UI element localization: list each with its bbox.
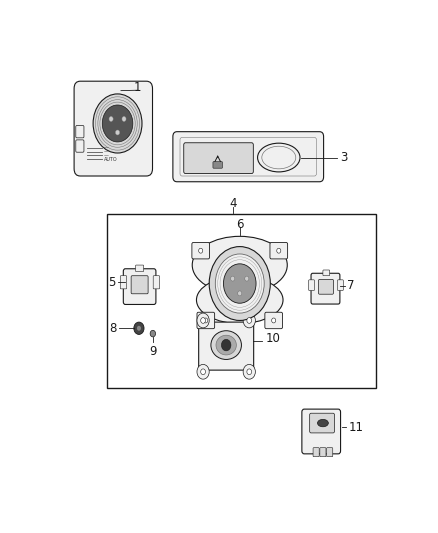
Circle shape [247, 318, 251, 324]
Circle shape [116, 130, 120, 135]
Text: 9: 9 [149, 345, 157, 358]
Circle shape [247, 369, 251, 375]
Circle shape [102, 105, 133, 142]
FancyBboxPatch shape [270, 243, 288, 259]
Circle shape [231, 276, 235, 281]
Ellipse shape [197, 276, 283, 324]
FancyBboxPatch shape [313, 448, 319, 457]
Text: 8: 8 [110, 322, 117, 335]
Ellipse shape [318, 419, 328, 427]
Circle shape [137, 326, 141, 330]
FancyBboxPatch shape [327, 448, 333, 457]
Ellipse shape [216, 335, 237, 355]
Text: —: — [104, 146, 109, 151]
Circle shape [245, 276, 249, 281]
Circle shape [215, 254, 264, 313]
Circle shape [122, 117, 126, 122]
Text: 11: 11 [348, 421, 364, 434]
FancyBboxPatch shape [74, 81, 152, 176]
Text: 7: 7 [347, 279, 355, 292]
Bar [107, 214, 375, 388]
FancyBboxPatch shape [199, 322, 254, 370]
FancyBboxPatch shape [320, 448, 326, 457]
Ellipse shape [258, 143, 300, 172]
FancyBboxPatch shape [302, 409, 341, 454]
FancyBboxPatch shape [265, 312, 283, 329]
Text: 5: 5 [109, 276, 116, 289]
Circle shape [109, 117, 113, 122]
FancyBboxPatch shape [153, 276, 159, 289]
Circle shape [238, 291, 242, 296]
Ellipse shape [211, 330, 241, 359]
Circle shape [223, 264, 256, 303]
FancyBboxPatch shape [323, 270, 330, 276]
FancyBboxPatch shape [192, 243, 209, 259]
FancyBboxPatch shape [173, 132, 324, 182]
Circle shape [197, 365, 209, 379]
Circle shape [93, 94, 142, 153]
Text: 4: 4 [229, 197, 237, 210]
FancyBboxPatch shape [124, 269, 156, 304]
Circle shape [201, 369, 205, 375]
FancyBboxPatch shape [76, 126, 84, 138]
FancyBboxPatch shape [135, 265, 144, 272]
Circle shape [134, 322, 144, 334]
FancyBboxPatch shape [310, 413, 335, 433]
Text: AUTO: AUTO [104, 157, 117, 161]
Text: 3: 3 [340, 151, 347, 164]
Circle shape [201, 318, 205, 324]
FancyBboxPatch shape [318, 279, 333, 294]
FancyBboxPatch shape [184, 143, 253, 174]
Text: 10: 10 [265, 333, 280, 345]
Circle shape [272, 318, 276, 323]
Circle shape [222, 340, 231, 351]
FancyBboxPatch shape [131, 276, 148, 294]
Text: 1: 1 [134, 81, 141, 94]
Text: 6: 6 [236, 217, 244, 230]
FancyBboxPatch shape [338, 280, 343, 290]
FancyBboxPatch shape [76, 140, 84, 152]
Text: —: — [104, 153, 109, 158]
Circle shape [277, 248, 281, 253]
Circle shape [243, 313, 255, 328]
FancyBboxPatch shape [120, 276, 127, 289]
Circle shape [150, 330, 155, 337]
Circle shape [204, 318, 208, 323]
FancyBboxPatch shape [309, 280, 314, 290]
FancyBboxPatch shape [197, 312, 215, 329]
Circle shape [197, 313, 209, 328]
Text: —: — [104, 149, 109, 154]
Ellipse shape [192, 236, 287, 294]
FancyBboxPatch shape [213, 161, 223, 168]
Circle shape [209, 247, 270, 320]
Circle shape [243, 365, 255, 379]
Circle shape [199, 248, 203, 253]
FancyBboxPatch shape [311, 273, 340, 304]
